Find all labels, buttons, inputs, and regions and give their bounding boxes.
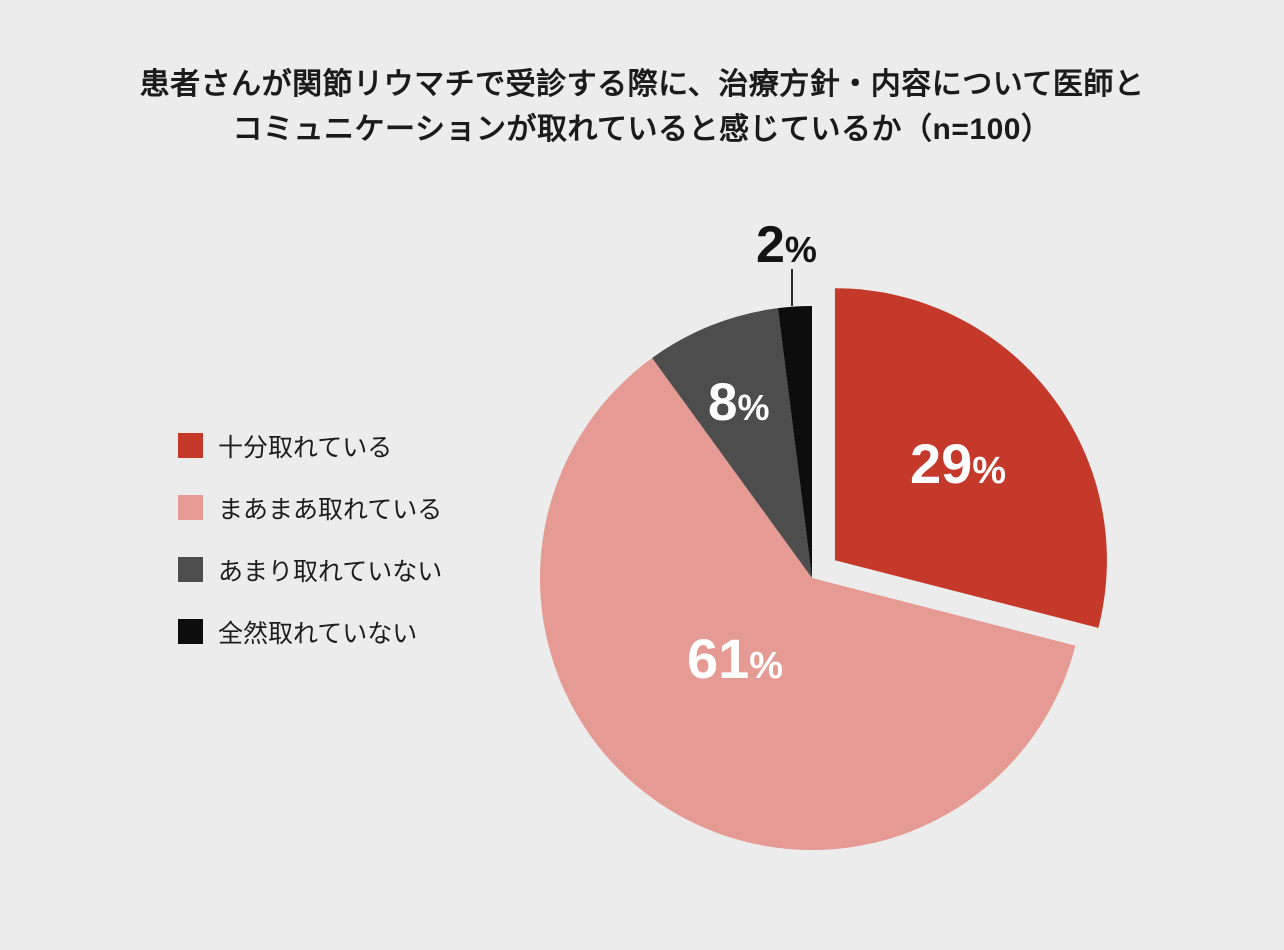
legend: 十分取れている まあまあ取れている あまり取れていない 全然取れていない <box>178 433 442 681</box>
pie-slice-2 <box>652 308 812 578</box>
pie-value-label-3: 2% <box>756 216 817 274</box>
legend-label: まあまあ取れている <box>218 495 443 524</box>
legend-swatch-pink <box>178 495 203 520</box>
pie-slice-3 <box>777 306 812 578</box>
legend-label: 十分取れている <box>218 433 393 462</box>
chart-title-line-2: コミュニケーションが取れていると感じているか（n=100） <box>232 113 1052 146</box>
pie-value-label-0: 29% <box>910 432 1006 495</box>
legend-swatch-red <box>178 433 203 458</box>
pie-slice-1 <box>540 357 1076 850</box>
pie-value-label-1: 61% <box>687 627 783 690</box>
legend-label: あまり取れていない <box>218 557 443 586</box>
legend-item-somewhat: まあまあ取れている <box>178 495 442 524</box>
legend-item-not-at-all: 全然取れていない <box>178 619 442 648</box>
legend-swatch-gray <box>178 557 203 582</box>
pie-slice-0 <box>834 288 1107 628</box>
pie-value-label-2: 8% <box>708 373 770 432</box>
legend-swatch-black <box>178 619 203 644</box>
chart-title-line-1: 患者さんが関節リウマチで受診する際に、治療方針・内容について医師と <box>139 68 1145 101</box>
legend-item-not-really: あまり取れていない <box>178 557 442 586</box>
chart-title: 患者さんが関節リウマチで受診する際に、治療方針・内容について医師と コミュニケー… <box>0 62 1284 152</box>
legend-label: 全然取れていない <box>218 619 418 648</box>
legend-item-sufficient: 十分取れている <box>178 433 442 462</box>
